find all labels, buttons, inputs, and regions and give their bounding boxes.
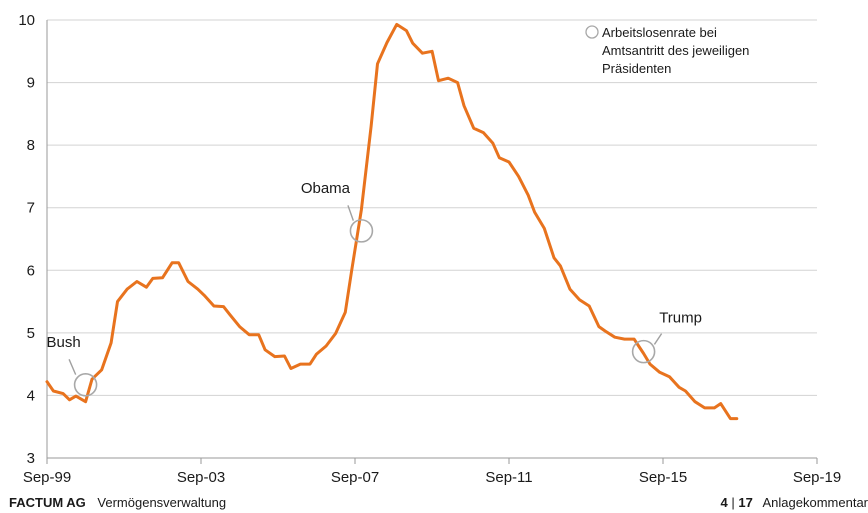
annotation-label-trump: Trump — [659, 310, 702, 327]
company-name: FACTUM AG — [9, 495, 86, 510]
footer-right: 4 | 17 Anlagekommentar — [721, 493, 868, 513]
y-tick-label: 9 — [27, 75, 35, 92]
legend-text-line: Arbeitslosenrate bei — [602, 25, 717, 40]
gridlines — [47, 19, 817, 396]
y-tick-label: 4 — [27, 387, 35, 404]
annotation-label-obama: Obama — [301, 180, 351, 197]
annotations: Bush Obama Trump — [46, 180, 702, 397]
annotation-marker — [631, 339, 656, 364]
y-tick-label: 5 — [27, 325, 35, 342]
company-division: Vermögensverwaltung — [97, 495, 227, 510]
x-tick-label: Sep-03 — [177, 469, 225, 486]
y-tick-label: 10 — [18, 12, 35, 29]
page-separator: | — [731, 495, 735, 510]
annotation-label-bush: Bush — [46, 334, 80, 351]
annotation-leader-line — [68, 359, 77, 375]
y-tick-label: 3 — [27, 450, 35, 467]
legend: Arbeitslosenrate bei Amtsantritt des jewe… — [585, 25, 749, 76]
x-tick-label: Sep-15 — [639, 469, 687, 486]
series-line-0 — [45, 22, 739, 421]
y-tick-label: 6 — [27, 262, 35, 279]
legend-text-line: Amtsantritt des jeweiligen — [602, 43, 749, 58]
annotation-marker — [349, 219, 374, 243]
x-tick-label: Sep-07 — [331, 469, 379, 486]
series-layer — [45, 22, 739, 421]
page-total: 17 — [738, 495, 753, 510]
page-current: 4 — [720, 495, 728, 510]
report-title: Anlagekommentar — [762, 495, 868, 510]
y-tick-label: 7 — [27, 200, 35, 217]
x-tick-label: Sep-19 — [793, 469, 841, 486]
legend-text-line: Präsidenten — [602, 61, 671, 76]
annotation-marker — [73, 372, 98, 397]
x-tick-label: Sep-11 — [485, 469, 532, 486]
axes — [46, 20, 818, 464]
annotation-leader-line — [653, 333, 663, 345]
unemployment-line-chart: 3 4 5 6 7 8 9 10 Sep-99 Sep-03 Sep-07 Sep-11 Sep-15 S… — [18, 12, 841, 486]
x-tick-label: Sep-99 — [23, 469, 71, 486]
legend-marker — [585, 25, 599, 39]
y-tick-label: 8 — [27, 137, 35, 154]
annotation-leader-line — [347, 205, 354, 221]
tick-labels: 3 4 5 6 7 8 9 10 Sep-99 Sep-03 Sep-07 Sep-11 Sep-15 S… — [18, 12, 841, 486]
footer-left: FACTUM AG Vermögensverwaltung — [9, 493, 226, 513]
